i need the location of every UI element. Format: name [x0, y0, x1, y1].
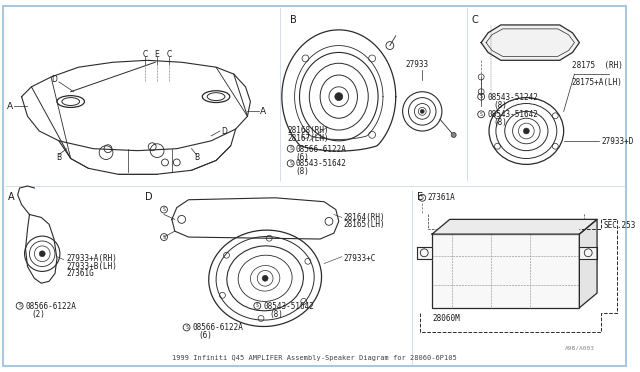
Text: 08566-6122A: 08566-6122A — [26, 302, 76, 311]
Text: 08543-51642: 08543-51642 — [487, 110, 538, 119]
Text: D: D — [51, 76, 57, 84]
Text: S: S — [480, 112, 483, 117]
FancyBboxPatch shape — [432, 234, 579, 308]
Text: A: A — [7, 102, 13, 111]
Text: S: S — [256, 303, 259, 308]
Text: 27933+D: 27933+D — [601, 137, 634, 146]
Text: 08543-51242: 08543-51242 — [487, 93, 538, 102]
Text: S: S — [421, 195, 424, 200]
Text: 28167(LH): 28167(LH) — [288, 134, 330, 143]
Circle shape — [420, 109, 424, 113]
Text: 27933+C: 27933+C — [344, 254, 376, 263]
Text: (8): (8) — [296, 167, 310, 176]
Text: E: E — [155, 50, 159, 59]
Text: 27933+A(RH): 27933+A(RH) — [67, 254, 118, 263]
Text: 28165(LH): 28165(LH) — [344, 220, 385, 230]
Text: S: S — [289, 146, 292, 151]
Text: B: B — [290, 15, 296, 25]
Text: S: S — [163, 235, 165, 240]
Text: (2): (2) — [31, 310, 45, 319]
Polygon shape — [579, 247, 597, 259]
Text: 27361G: 27361G — [67, 269, 95, 279]
Text: (8): (8) — [493, 100, 507, 110]
Text: D: D — [221, 126, 227, 135]
Text: (6): (6) — [296, 153, 310, 161]
Text: E: E — [417, 192, 424, 202]
Text: 28175  (RH): 28175 (RH) — [572, 61, 622, 70]
Text: A: A — [8, 192, 15, 202]
Text: B: B — [194, 153, 199, 162]
Text: 28164(RH): 28164(RH) — [344, 212, 385, 221]
Text: 27933+B(LH): 27933+B(LH) — [67, 262, 118, 270]
Text: (8): (8) — [493, 118, 507, 127]
Polygon shape — [432, 219, 597, 234]
Circle shape — [39, 251, 45, 257]
Circle shape — [335, 93, 342, 100]
Text: 28168(RH): 28168(RH) — [288, 126, 330, 135]
Text: 28060M: 28060M — [432, 314, 460, 323]
FancyBboxPatch shape — [3, 6, 625, 366]
Text: 27933: 27933 — [406, 60, 429, 69]
Circle shape — [262, 275, 268, 281]
Circle shape — [524, 128, 529, 134]
Text: C: C — [143, 50, 148, 59]
Text: (8): (8) — [269, 310, 283, 319]
Text: A98/A003: A98/A003 — [564, 345, 595, 350]
Text: 08566-6122A: 08566-6122A — [193, 324, 243, 333]
Text: C: C — [471, 15, 478, 25]
Text: S: S — [18, 303, 21, 308]
Text: 28175+A(LH): 28175+A(LH) — [572, 78, 622, 87]
Text: A: A — [260, 107, 266, 116]
Polygon shape — [579, 219, 597, 308]
Circle shape — [451, 132, 456, 137]
Polygon shape — [481, 25, 579, 60]
Text: S: S — [289, 161, 292, 166]
Text: S: S — [185, 325, 188, 330]
Text: 08543-51642: 08543-51642 — [263, 302, 314, 311]
Text: 1999 Infiniti Q45 AMPLIFER Assembly-Speaker Diagram for 28060-6P105: 1999 Infiniti Q45 AMPLIFER Assembly-Spea… — [172, 355, 456, 361]
Text: 27361A: 27361A — [427, 193, 455, 202]
Text: 08566-6122A: 08566-6122A — [296, 145, 346, 154]
Text: (6): (6) — [198, 331, 212, 340]
Text: SEC.253: SEC.253 — [604, 221, 636, 230]
Text: C: C — [166, 50, 172, 59]
Text: 08543-51642: 08543-51642 — [296, 160, 346, 169]
Text: D: D — [145, 192, 153, 202]
Polygon shape — [417, 247, 432, 259]
Text: S: S — [163, 207, 165, 212]
Text: S: S — [480, 94, 483, 99]
Text: B: B — [56, 153, 61, 162]
